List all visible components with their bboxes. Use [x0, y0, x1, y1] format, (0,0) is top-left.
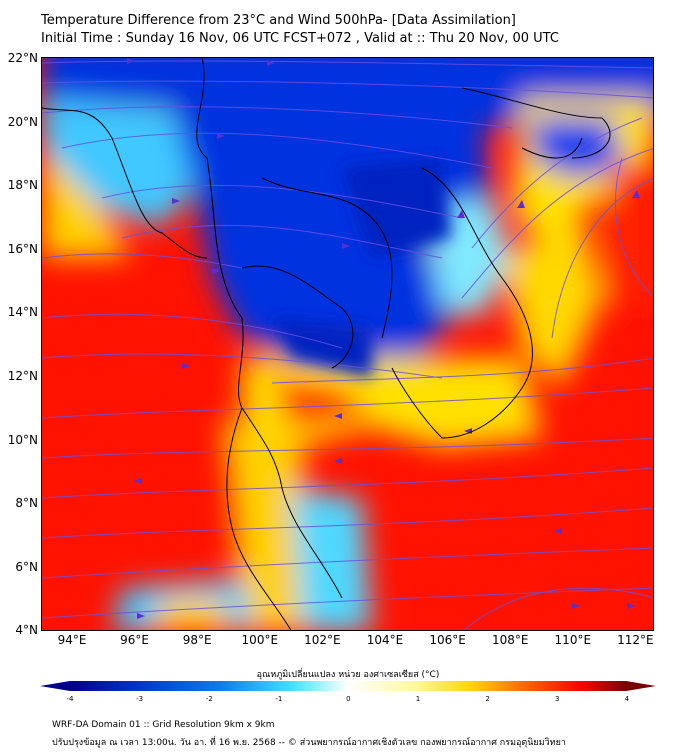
colorbar [40, 681, 656, 691]
lon-label: 94°E [57, 633, 87, 647]
lon-label: 98°E [182, 633, 212, 647]
coastlines-borders [42, 58, 611, 630]
lon-label: 104°E [366, 633, 404, 647]
colorbar-tick-label: -3 [136, 695, 144, 703]
lon-label: 96°E [120, 633, 150, 647]
colorbar-tick-label: 2 [485, 695, 490, 703]
colorbar-tick-label: 3 [554, 695, 560, 703]
temperature-wind-map [41, 57, 654, 631]
lat-label: 16°N [7, 241, 38, 256]
lat-label: 22°N [7, 51, 38, 65]
colorbar-tick-label: 4 [624, 695, 630, 703]
lat-label: 18°N [7, 178, 38, 193]
wind-streamlines [42, 60, 653, 630]
lon-label: 112°E [617, 633, 654, 647]
lon-label: 102°E [304, 633, 341, 647]
wind-arrows [127, 58, 640, 619]
footer-credit: ปรับปรุงข้อมูล ณ เวลา 13:00น. วัน อา. ที… [52, 738, 566, 748]
temperature-field [42, 58, 653, 630]
colorbar-tick-label: 0 [346, 695, 351, 703]
lat-label: 12°N [7, 369, 38, 383]
lat-label: 8°N [15, 496, 38, 511]
colorbar-tick-label: -2 [205, 695, 213, 703]
chart-subtitle: Initial Time : Sunday 16 Nov, 06 UTC FCS… [41, 31, 559, 46]
colorbar-min-arrow [40, 681, 70, 691]
colorbar-max-arrow [626, 681, 656, 691]
lat-label: 20°N [7, 114, 38, 129]
footer-model-info: WRF-DA Domain 01 :: Grid Resolution 9km … [52, 720, 275, 730]
lat-label: 6°N [15, 559, 38, 574]
colorbar-tick-label: -1 [275, 695, 283, 703]
lat-label: 14°N [7, 305, 38, 320]
colorbar-title: อุณหภูมิเปลี่ยนแปลง หน่วย องศาเซลเซียส (… [256, 670, 440, 680]
colorbar-tick-label: 1 [415, 695, 421, 703]
colorbar-tick-label: -4 [66, 695, 74, 703]
lon-label: 110°E [554, 633, 592, 647]
chart-title: Temperature Difference from 23°C and Win… [41, 13, 516, 28]
lon-label: 100°E [241, 633, 279, 647]
lon-label: 108°E [491, 633, 529, 647]
map-field [42, 58, 653, 630]
lat-label: 10°N [7, 432, 38, 447]
lat-label: 4°N [15, 623, 38, 638]
lon-label: 106°E [429, 633, 466, 647]
